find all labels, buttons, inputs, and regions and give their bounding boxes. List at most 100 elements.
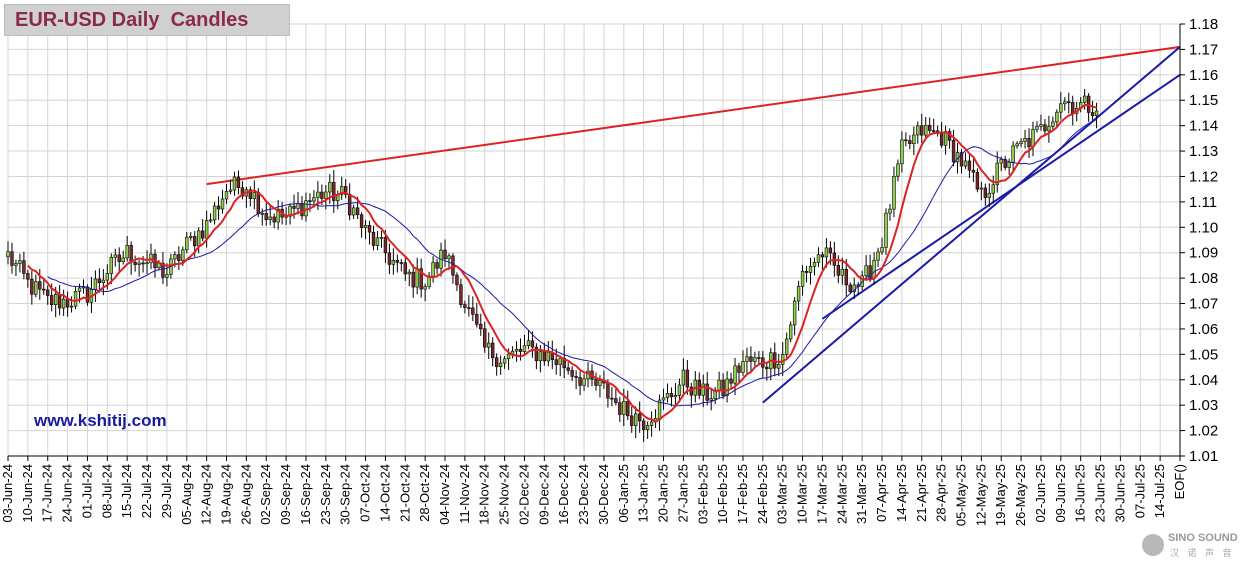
x-tick-label: 24-Feb-25 [755, 464, 770, 524]
candle-body [558, 357, 562, 365]
candle-body [208, 219, 213, 222]
x-tick-label: 07-Jul-25 [1132, 464, 1147, 518]
candle-body [141, 262, 145, 265]
chart-title: EUR-USD Daily Candles [15, 9, 249, 31]
y-tick-label: 1.13 [1189, 143, 1218, 160]
candle-body [1082, 95, 1087, 103]
candle-body [717, 379, 721, 391]
candle-body [991, 184, 995, 194]
x-tick-label: 22-Jul-24 [139, 464, 154, 518]
candle-body [38, 281, 42, 290]
candle-body [542, 351, 547, 362]
candle-body [514, 349, 519, 352]
candle-body [796, 286, 801, 302]
candle-body [1015, 143, 1019, 147]
candle-body [46, 289, 50, 296]
candle-body [959, 152, 964, 167]
candle-body [288, 205, 292, 217]
x-tick-label: 08-Jul-24 [99, 464, 114, 518]
candle-body [403, 262, 407, 275]
candle-body [792, 300, 797, 326]
candle-body [777, 364, 781, 369]
candle-body [189, 236, 193, 238]
x-tick-label: EOF() [1172, 464, 1187, 499]
candle-body [351, 207, 356, 216]
candle-body [137, 262, 141, 265]
x-tick-label: 03-Feb-25 [695, 464, 710, 524]
candle-body [232, 176, 237, 191]
x-tick-label: 12-Aug-24 [199, 464, 214, 525]
candle-body [737, 365, 741, 373]
x-tick-label: 09-Dec-24 [536, 464, 551, 525]
candle-body [145, 262, 149, 265]
y-tick-label: 1.16 [1189, 67, 1218, 84]
y-tick-label: 1.17 [1189, 41, 1218, 58]
candle-body [800, 270, 805, 287]
candle-body [73, 291, 78, 307]
candle-body [804, 270, 809, 273]
y-tick-label: 1.10 [1189, 219, 1218, 236]
x-tick-label: 03-Jun-24 [0, 464, 15, 523]
y-tick-label: 1.06 [1189, 321, 1218, 338]
x-tick-label: 23-Dec-24 [576, 464, 591, 525]
candle-body [200, 230, 205, 239]
candle-body [924, 124, 928, 136]
candle-body [526, 340, 531, 347]
candle-body [320, 191, 324, 199]
candle-body [347, 193, 352, 216]
candle-body [57, 293, 62, 309]
candle-body [757, 357, 761, 359]
candle-body [212, 205, 217, 221]
candle-body [435, 262, 439, 269]
candle-body [709, 398, 713, 401]
candle-body [828, 247, 833, 254]
axis-layer: 1.18 1.17 1.16 1.15 1.14 1.13 1.12 1.11 1.10 1.09… [0, 16, 1218, 526]
candle-body [630, 415, 634, 426]
candle-body [431, 262, 435, 277]
candle-body [808, 266, 813, 273]
candle-body [951, 140, 956, 163]
candle-body [554, 359, 558, 365]
logo-subtext: 汉 诺 声 音 [1170, 548, 1235, 558]
candle-body [101, 279, 106, 284]
candle-body [582, 378, 586, 386]
x-tick-label: 29-Jul-24 [159, 464, 174, 518]
y-tick-label: 1.12 [1189, 168, 1218, 185]
candle-body [344, 186, 348, 195]
x-tick-label: 10-Feb-25 [715, 464, 730, 524]
candle-body [395, 259, 400, 263]
candle-body [300, 203, 304, 217]
candle-body [999, 159, 1003, 164]
candle-body [566, 367, 570, 371]
candle-body [788, 324, 793, 340]
candle-body [177, 254, 181, 261]
candle-body [987, 192, 991, 198]
candle-body [876, 251, 880, 261]
candle-body [129, 245, 133, 263]
candle-body [574, 376, 578, 378]
candle-body [904, 139, 908, 142]
candle-body [268, 216, 272, 220]
candle-body [848, 284, 852, 292]
x-tick-label: 24-Jun-24 [60, 464, 75, 523]
candle-body [447, 255, 451, 260]
candle-body [272, 216, 276, 223]
candle-body [228, 189, 233, 192]
x-tick-label: 15-Jul-24 [119, 464, 134, 518]
watermark-url: www.kshitij.com [34, 411, 167, 430]
x-tick-label: 23-Jun-25 [1093, 464, 1108, 523]
candle-body [963, 160, 968, 167]
candle-body [475, 314, 479, 325]
x-tick-label: 28-Oct-24 [417, 464, 432, 522]
x-tick-label: 17-Feb-25 [735, 464, 750, 524]
candle-body [701, 383, 705, 396]
logo-text: SINO SOUND [1168, 532, 1238, 544]
candle-body [65, 298, 70, 308]
x-tick-label: 11-Nov-24 [457, 464, 472, 524]
blue-trendline [762, 46, 1181, 404]
candle-body [340, 186, 344, 195]
candle-body [105, 273, 110, 281]
candle-body [661, 397, 666, 401]
candle-body [22, 260, 26, 274]
